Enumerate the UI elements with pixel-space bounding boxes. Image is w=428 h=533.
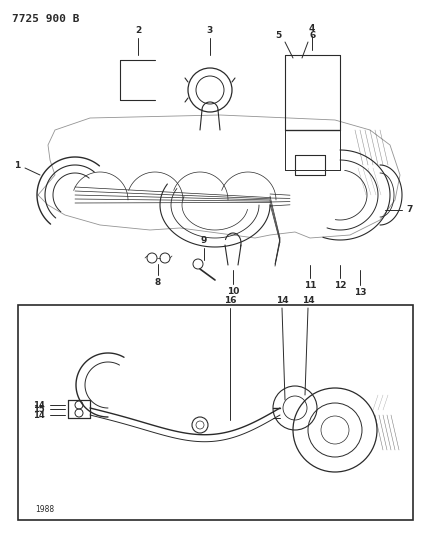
Text: 9: 9 <box>201 236 207 245</box>
Text: 14: 14 <box>276 296 288 305</box>
Text: 2: 2 <box>135 26 141 35</box>
Text: 7725 900 B: 7725 900 B <box>12 14 80 24</box>
Text: 8: 8 <box>155 278 161 287</box>
Text: 1: 1 <box>14 161 20 171</box>
Text: 14: 14 <box>33 410 45 419</box>
Text: 7: 7 <box>406 206 412 214</box>
Text: 15: 15 <box>33 405 45 414</box>
Text: 6: 6 <box>310 31 316 40</box>
Text: 11: 11 <box>304 281 316 290</box>
Text: 12: 12 <box>334 281 346 290</box>
Text: 14: 14 <box>302 296 314 305</box>
Text: 3: 3 <box>207 26 213 35</box>
Text: 14: 14 <box>33 400 45 409</box>
Text: 13: 13 <box>354 288 366 297</box>
Text: 5: 5 <box>276 31 282 40</box>
Text: 4: 4 <box>309 24 315 33</box>
Bar <box>18 305 413 520</box>
Text: 1988: 1988 <box>35 505 54 514</box>
Text: 10: 10 <box>227 287 239 296</box>
Text: 16: 16 <box>224 296 236 305</box>
